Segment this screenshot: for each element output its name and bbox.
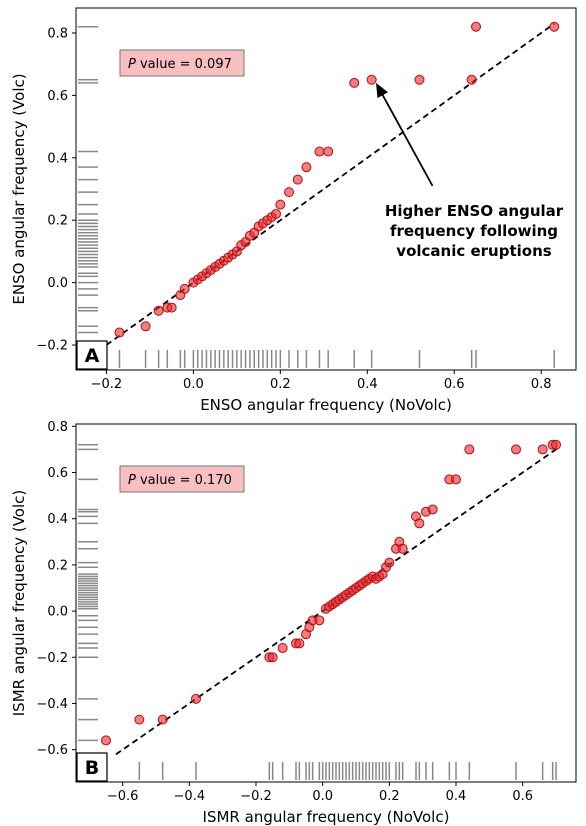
data-point <box>157 714 168 725</box>
x-tick-label: 0.6 <box>444 377 465 392</box>
x-tick-label: 0.2 <box>379 789 400 804</box>
annotation-arrow-head <box>376 82 388 99</box>
pvalue-rest: value = 0.170 <box>136 473 232 488</box>
pvalue-text: P value = 0.170 <box>128 473 232 488</box>
data-point <box>191 693 201 704</box>
data-point <box>323 146 334 157</box>
x-axis-label: ISMR angular frequency (NoVolc) <box>203 808 450 826</box>
data-point <box>549 21 560 32</box>
data-point <box>166 302 177 313</box>
y-tick-label: 0.6 <box>47 89 68 104</box>
data-point <box>451 474 461 485</box>
y-tick-label: −0.4 <box>36 697 68 712</box>
data-point <box>349 77 360 88</box>
data-point <box>314 615 325 626</box>
y-tick-label: 0.0 <box>47 276 68 291</box>
y-tick-label: −0.2 <box>36 651 68 666</box>
data-point <box>464 444 475 455</box>
data-point <box>284 187 295 198</box>
x-tick-label: 0.0 <box>312 789 333 804</box>
data-point <box>101 735 111 746</box>
pvalue-box: P value = 0.097 <box>119 49 245 77</box>
panel-b: −0.6 −0.4 −0.2 0.0 0.2 0.4 0.6 −0.6 −0.4 −0.2 0.0 0… <box>10 420 577 826</box>
y-tick-label: 0.0 <box>47 605 68 620</box>
axes-frame <box>75 423 577 783</box>
data-point <box>427 504 438 515</box>
y-tick-label: 0.8 <box>47 420 68 435</box>
annotation-line: volcanic eruptions <box>396 242 551 260</box>
x-tick-label: 0.4 <box>357 377 378 392</box>
pvalue-italic: P <box>128 57 136 72</box>
data-point <box>511 444 521 455</box>
x-tick-label: −0.2 <box>91 377 123 392</box>
data-point <box>397 543 408 554</box>
panel-a: −0.2 0.0 0.2 0.4 0.6 0.8 −0.2 0.0 0.2 0.4 0.6 0.8 EN… <box>10 7 577 414</box>
y-axis-label: ENSO angular frequency (Volc) <box>10 73 28 304</box>
panel-letter: A <box>85 345 100 367</box>
pvalue-rest: value = 0.097 <box>136 57 232 72</box>
x-tick-label: 0.8 <box>531 377 552 392</box>
data-point <box>277 643 288 654</box>
panel-letter: B <box>85 757 99 779</box>
annotation-line: frequency following <box>390 222 558 240</box>
y-tick-label: 0.6 <box>47 466 68 481</box>
data-point <box>140 321 151 332</box>
data-point <box>271 208 281 219</box>
data-point <box>414 518 425 529</box>
data-point <box>294 638 305 649</box>
data-point <box>134 714 145 725</box>
panel-letter-box <box>76 340 108 370</box>
x-tick-label: −0.4 <box>174 789 206 804</box>
axes-frame <box>75 7 577 371</box>
pvalue-italic: P <box>128 473 136 488</box>
data-point <box>292 174 303 185</box>
plot-area <box>78 21 560 368</box>
x-tick-label: 0.4 <box>446 789 467 804</box>
x-tick-label: 0.6 <box>512 789 533 804</box>
y-tick-label: 0.4 <box>47 512 68 527</box>
data-point <box>301 162 312 173</box>
x-axis-label: ENSO angular frequency (NoVolc) <box>200 396 452 414</box>
data-point <box>366 74 377 85</box>
annotation-line: Higher ENSO angular <box>385 202 564 220</box>
x-tick-label: −0.6 <box>107 789 139 804</box>
panel-letter-box <box>76 752 108 782</box>
data-point <box>267 652 278 663</box>
x-tick-label: 0.2 <box>270 377 291 392</box>
y-tick-label: 0.8 <box>47 26 68 41</box>
y-tick-label: 0.2 <box>47 214 68 229</box>
data-point <box>275 199 286 210</box>
x-tick-label: 0.0 <box>183 377 204 392</box>
y-axis-label: ISMR angular frequency (Volc) <box>10 490 28 717</box>
pvalue-box-bg <box>119 49 245 77</box>
data-point <box>551 439 561 450</box>
plot-area <box>78 439 561 780</box>
y-tick-label: −0.2 <box>36 339 68 354</box>
data-point <box>179 283 190 294</box>
data-point <box>314 146 325 157</box>
pvalue-box-bg <box>119 465 245 493</box>
data-point <box>537 444 548 455</box>
pvalue-text: P value = 0.097 <box>128 57 232 72</box>
data-point <box>384 557 395 568</box>
data-point <box>414 74 425 85</box>
pvalue-box: P value = 0.170 <box>119 465 245 493</box>
y-tick-label: 0.2 <box>47 558 68 573</box>
data-point <box>471 21 481 32</box>
y-tick-label: 0.4 <box>47 151 68 166</box>
data-point <box>114 327 125 338</box>
x-tick-label: −0.2 <box>240 789 272 804</box>
y-tick-label: −0.6 <box>36 743 68 758</box>
annotation-arrow-shaft <box>379 90 434 187</box>
data-point <box>153 305 164 316</box>
data-point <box>466 74 477 85</box>
